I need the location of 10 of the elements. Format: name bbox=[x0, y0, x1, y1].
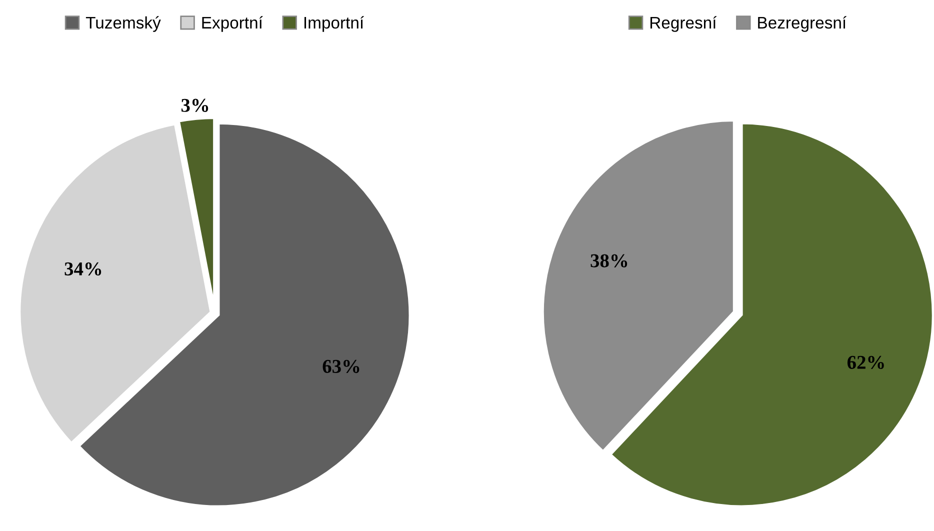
data-label: 38% bbox=[590, 254, 628, 268]
data-label: 3% bbox=[181, 98, 208, 112]
data-label: 34% bbox=[64, 262, 102, 276]
legend-label: Regresní bbox=[650, 16, 717, 32]
legend-label: Importní bbox=[304, 16, 364, 32]
legend-label: Bezregresní bbox=[758, 16, 847, 32]
legend-label: Exportní bbox=[202, 16, 263, 32]
legend-label: Tuzemský bbox=[86, 16, 161, 32]
data-label: 63% bbox=[322, 360, 360, 374]
data-label: 62% bbox=[847, 356, 884, 370]
